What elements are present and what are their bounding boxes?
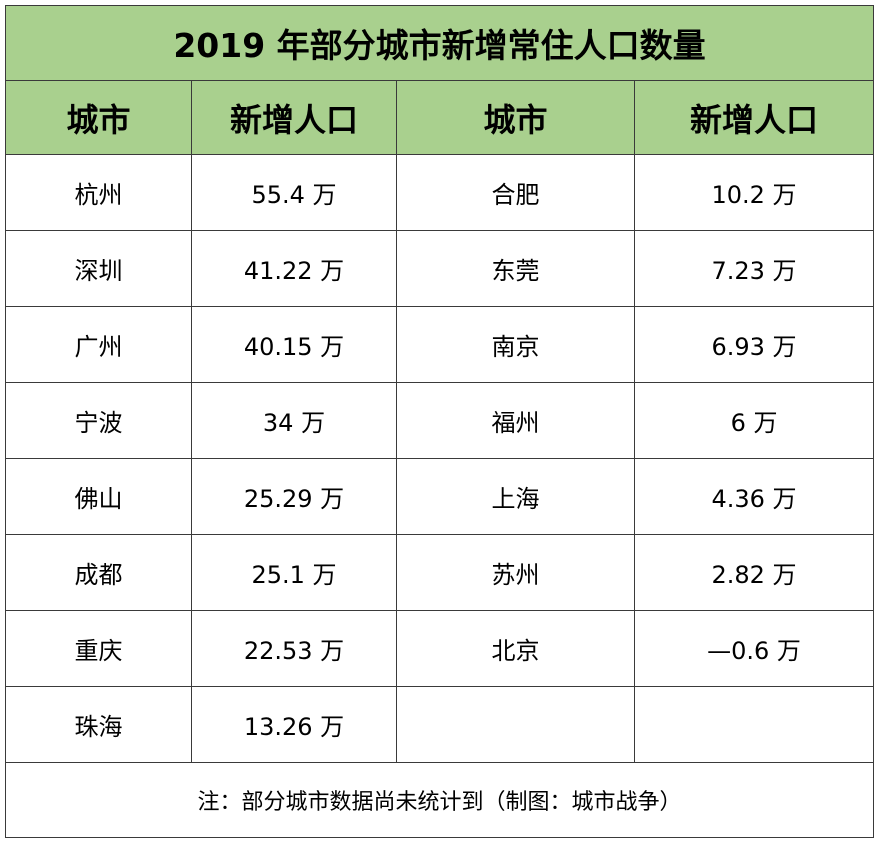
increase-cell: 10.2 万 — [633, 154, 875, 231]
increase-cell: 25.29 万 — [191, 458, 397, 535]
increase-cell: 34 万 — [191, 382, 397, 459]
increase-cell: 7.23 万 — [633, 230, 875, 307]
table-note: 注：部分城市数据尚未统计到（制图：城市战争） — [4, 762, 875, 838]
increase-cell: —0.6 万 — [633, 610, 875, 687]
city-cell: 佛山 — [5, 458, 192, 535]
table-row: 重庆 22.53 万 北京 —0.6 万 — [5, 610, 875, 687]
city-cell: 深圳 — [5, 230, 192, 307]
population-table: 2019 年部分城市新增常住人口数量 城市 新增人口 城市 新增人口 杭州 55… — [4, 5, 875, 838]
city-cell: 成都 — [5, 534, 192, 611]
city-cell: 重庆 — [5, 610, 192, 687]
table-row: 杭州 55.4 万 合肥 10.2 万 — [5, 154, 875, 231]
city-cell: 苏州 — [396, 534, 635, 611]
increase-cell: 2.82 万 — [633, 534, 875, 611]
header-city-left: 城市 — [5, 80, 192, 155]
table-row: 佛山 25.29 万 上海 4.36 万 — [5, 458, 875, 535]
increase-cell: 41.22 万 — [191, 230, 397, 307]
table-row: 宁波 34 万 福州 6 万 — [5, 382, 875, 459]
increase-cell: 4.36 万 — [633, 458, 875, 535]
city-cell: 福州 — [396, 382, 635, 459]
title-row: 2019 年部分城市新增常住人口数量 — [4, 5, 875, 81]
note-row: 注：部分城市数据尚未统计到（制图：城市战争） — [4, 762, 875, 838]
header-increase-left: 新增人口 — [191, 80, 397, 155]
city-cell: 上海 — [396, 458, 635, 535]
increase-cell: 6.93 万 — [633, 306, 875, 383]
city-cell: 北京 — [396, 610, 635, 687]
header-increase-right: 新增人口 — [633, 80, 875, 155]
city-cell: 南京 — [396, 306, 635, 383]
table-title: 2019 年部分城市新增常住人口数量 — [4, 5, 875, 81]
city-cell: 宁波 — [5, 382, 192, 459]
table-row: 广州 40.15 万 南京 6.93 万 — [5, 306, 875, 383]
empty-cell — [396, 686, 635, 763]
city-cell: 合肥 — [396, 154, 635, 231]
city-cell: 杭州 — [5, 154, 192, 231]
increase-cell: 25.1 万 — [191, 534, 397, 611]
table-row: 珠海 13.26 万 — [5, 686, 875, 763]
table-row: 深圳 41.22 万 东莞 7.23 万 — [5, 230, 875, 307]
increase-cell: 22.53 万 — [191, 610, 397, 687]
increase-cell: 40.15 万 — [191, 306, 397, 383]
table-row: 成都 25.1 万 苏州 2.82 万 — [5, 534, 875, 611]
increase-cell: 13.26 万 — [191, 686, 397, 763]
city-cell: 广州 — [5, 306, 192, 383]
header-row: 城市 新增人口 城市 新增人口 — [5, 80, 875, 155]
increase-cell: 6 万 — [633, 382, 875, 459]
header-city-right: 城市 — [396, 80, 635, 155]
population-table-sheet: 2019 年部分城市新增常住人口数量 城市 新增人口 城市 新增人口 杭州 55… — [4, 5, 875, 838]
increase-cell: 55.4 万 — [191, 154, 397, 231]
empty-cell — [633, 686, 875, 763]
city-cell: 珠海 — [5, 686, 192, 763]
city-cell: 东莞 — [396, 230, 635, 307]
